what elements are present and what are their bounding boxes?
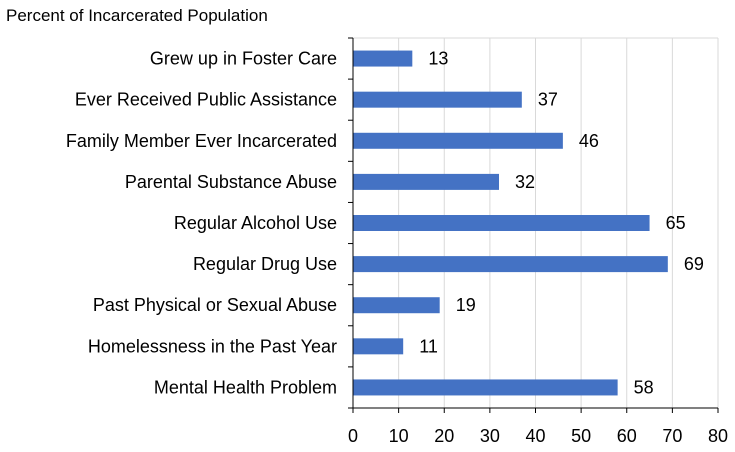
bar-1 (353, 91, 522, 108)
data-label-3: 32 (515, 172, 535, 192)
category-label-8: Mental Health Problem (154, 377, 337, 397)
data-label-6: 19 (456, 295, 476, 315)
category-label-1: Ever Received Public Assistance (75, 90, 337, 110)
bar-0 (353, 50, 413, 67)
bar-6 (353, 297, 440, 314)
category-label-5: Regular Drug Use (193, 254, 337, 274)
data-label-2: 46 (579, 131, 599, 151)
category-label-7: Homelessness in the Past Year (88, 336, 337, 356)
data-label-7: 11 (419, 336, 438, 356)
category-label-6: Past Physical or Sexual Abuse (93, 295, 337, 315)
bars (353, 50, 668, 396)
x-tick-label-50: 50 (571, 426, 591, 446)
category-label-3: Parental Substance Abuse (125, 172, 337, 192)
bar-5 (353, 256, 668, 273)
bar-3 (353, 173, 499, 190)
x-tick-label-30: 30 (480, 426, 500, 446)
category-label-2: Family Member Ever Incarcerated (66, 131, 337, 151)
data-label-1: 37 (538, 90, 558, 110)
labels: 0 10 20 30 40 50 60 70 80 Grew up in Foster Care 1… (66, 49, 728, 446)
axes (348, 37, 719, 413)
x-tick-label-80: 80 (708, 426, 728, 446)
category-label-0: Grew up in Foster Care (150, 49, 337, 69)
data-label-4: 65 (666, 213, 686, 233)
x-tick-label-0: 0 (348, 426, 358, 446)
x-tick-label-70: 70 (662, 426, 682, 446)
data-label-0: 13 (428, 49, 448, 69)
x-tick-label-10: 10 (389, 426, 409, 446)
category-label-4: Regular Alcohol Use (174, 213, 337, 233)
data-label-5: 69 (684, 254, 704, 274)
bar-2 (353, 132, 563, 149)
x-tick-label-20: 20 (434, 426, 454, 446)
chart-title: Percent of Incarcerated Population (6, 6, 268, 25)
bar-8 (353, 379, 618, 396)
data-label-8: 58 (634, 377, 654, 397)
x-tick-label-40: 40 (525, 426, 545, 446)
bar-4 (353, 215, 650, 231)
bar-7 (353, 338, 404, 355)
x-tick-label-60: 60 (617, 426, 637, 446)
